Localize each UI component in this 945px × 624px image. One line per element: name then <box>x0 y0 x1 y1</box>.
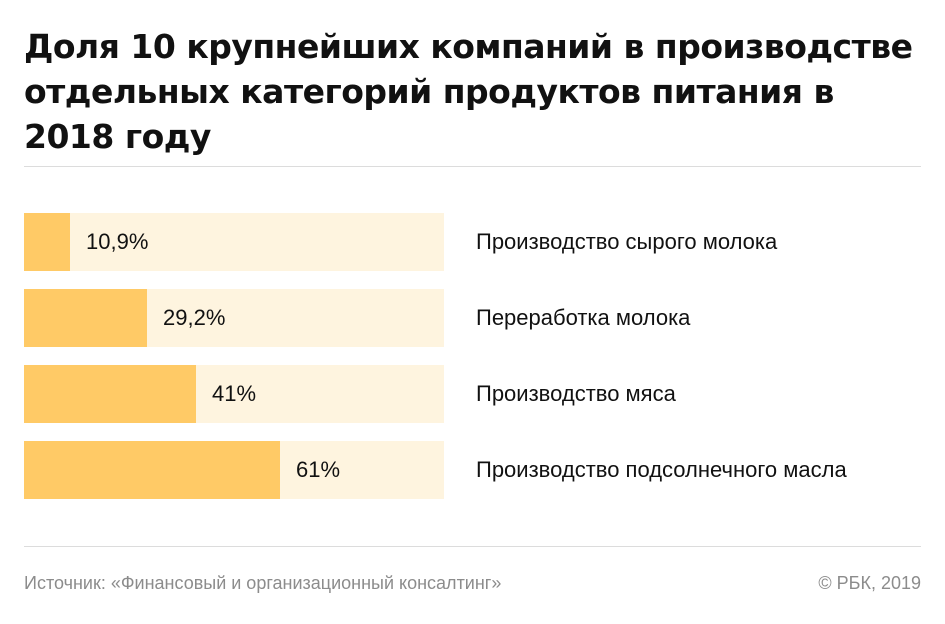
bar <box>24 213 70 271</box>
category-label: Переработка молока <box>476 305 691 330</box>
bar <box>24 289 147 347</box>
bar-track: 41% <box>24 365 444 423</box>
copyright-note: © РБК, 2019 <box>818 573 921 593</box>
source-note: Источник: «Финансовый и организационный … <box>24 573 502 593</box>
bar-value-label: 10,9% <box>86 229 149 254</box>
bar-value-label: 41% <box>212 381 257 406</box>
category-label: Производство мяса <box>476 381 676 406</box>
bottom-divider <box>24 546 921 547</box>
category-label: Производство сырого молока <box>476 229 778 254</box>
bar-track: 61% <box>24 441 444 499</box>
bar <box>24 441 280 499</box>
category-label: Производство подсолнечного масла <box>476 457 847 482</box>
chart-title: Доля 10 крупнейших компаний в производст… <box>24 27 913 156</box>
bar-track: 29,2% <box>24 289 444 347</box>
bar <box>24 365 196 423</box>
bar-value-label: 29,2% <box>163 305 226 330</box>
top-divider <box>24 166 921 167</box>
bar-track: 10,9% <box>24 213 444 271</box>
bar-value-label: 61% <box>296 457 341 482</box>
